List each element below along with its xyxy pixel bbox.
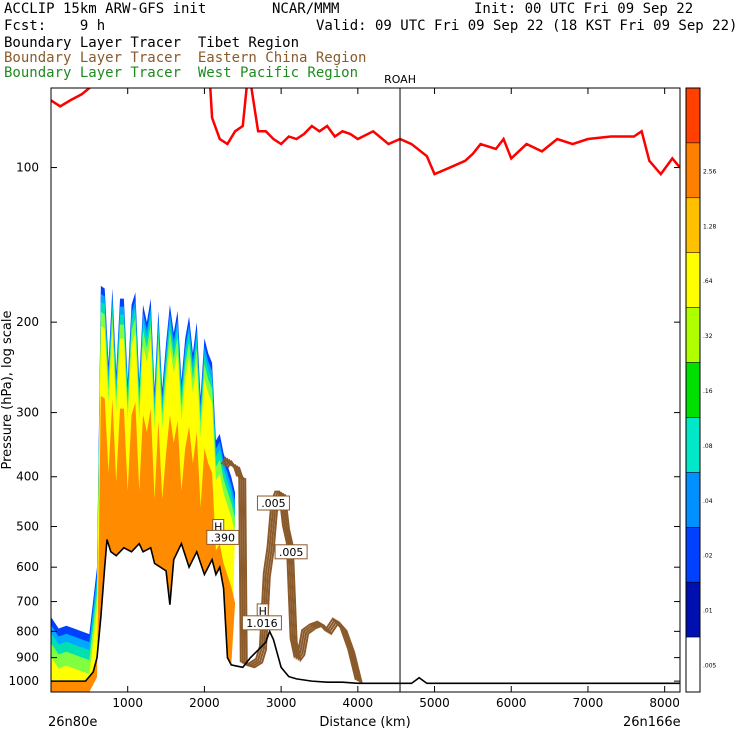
model-title: ACCLIP 15km ARW-GFS init xyxy=(4,1,207,17)
y-tick-label: 700 xyxy=(16,595,39,609)
colorbar-label: .02 xyxy=(703,553,713,560)
colorbar-frame xyxy=(685,87,701,693)
y-tick-label: 500 xyxy=(16,520,39,534)
colorbar-segment-4 xyxy=(685,307,701,363)
colorbar-segment-1 xyxy=(685,142,701,199)
x-tick-label: 4000 xyxy=(343,696,374,710)
contour-label-box-5 xyxy=(241,615,282,631)
tracer-legend-eastern-china: Boundary Layer Tracer Eastern China Regi… xyxy=(4,50,367,66)
y-tick-label: 600 xyxy=(16,560,39,574)
colorbar-label: .08 xyxy=(703,443,713,450)
x-tick-label: 3000 xyxy=(266,696,297,710)
y-tick-label: 800 xyxy=(16,624,39,638)
colorbar-label: .64 xyxy=(703,278,713,285)
left-endpoint-label: 26n80e xyxy=(48,715,97,730)
colorbar-segment-5 xyxy=(685,362,701,418)
colorbar-segment-10 xyxy=(685,636,701,693)
colorbar-label: 1.28 xyxy=(703,223,717,230)
terrain-line xyxy=(51,539,680,685)
x-tick-label: 6000 xyxy=(496,696,527,710)
x-tick-label: 5000 xyxy=(419,696,450,710)
y-axis-label: Pressure (hPa), log scale xyxy=(0,311,15,470)
colorbar-segment-0 xyxy=(685,87,701,144)
tracer-legend-west-pacific: Boundary Layer Tracer West Pacific Regio… xyxy=(4,65,359,81)
x-tick-label: 1000 xyxy=(112,696,143,710)
contour-label-box-3 xyxy=(206,529,240,545)
x-tick-label: 2000 xyxy=(189,696,220,710)
valid-time: Valid: 09 UTC Fri 09 Sep 22 (18 KST Fri … xyxy=(316,18,738,34)
contour-label-3: .390 xyxy=(211,531,236,544)
colorbar-segment-6 xyxy=(685,417,701,473)
contour-label-1: .005 xyxy=(279,546,304,559)
contour-label-5: 1.016 xyxy=(246,617,278,630)
roah-marker-label: ROAH xyxy=(384,73,416,86)
x-tick-label: 7000 xyxy=(573,696,604,710)
tracer-band-5 xyxy=(51,395,236,692)
init-time: Init: 00 UTC Fri 09 Sep 22 xyxy=(474,1,694,17)
contour-label-box-0 xyxy=(256,495,290,511)
plot-frame xyxy=(50,87,681,693)
y-tick-label: 1000 xyxy=(8,674,39,688)
eastern-china-contour-3 xyxy=(220,456,357,681)
y-tick-label: 100 xyxy=(16,161,39,175)
colorbar-segment-3 xyxy=(685,252,701,308)
eastern-china-contour-2 xyxy=(226,459,363,684)
right-endpoint-label: 26n166e xyxy=(623,715,681,730)
contour-label-0: .005 xyxy=(261,497,286,510)
colorbar-label: .005 xyxy=(703,663,717,670)
contour-label-2: H xyxy=(214,521,222,534)
colorbar-segment-2 xyxy=(685,197,701,253)
x-axis-label: Distance (km) xyxy=(319,715,410,730)
colorbar-label: 2.56 xyxy=(703,168,717,175)
colorbar-label: .16 xyxy=(703,388,713,395)
forecast-hour: Fcst: 9 h xyxy=(4,18,106,34)
tracer-legend-tibet: Boundary Layer Tracer Tibet Region xyxy=(4,35,300,51)
colorbar-segment-9 xyxy=(685,581,701,638)
colorbar-label: .04 xyxy=(703,498,713,505)
y-tick-label: 900 xyxy=(16,651,39,665)
org-label: NCAR/MMM xyxy=(272,1,340,17)
y-tick-label: 300 xyxy=(16,406,39,420)
colorbar-label: .32 xyxy=(703,333,713,340)
x-tick-label: 8000 xyxy=(649,696,680,710)
tropopause-line xyxy=(51,88,680,177)
y-tick-label: 400 xyxy=(16,470,39,484)
contour-label-4: H xyxy=(259,605,267,618)
y-tick-label: 200 xyxy=(16,315,39,329)
colorbar-segment-8 xyxy=(685,527,701,583)
contour-label-box-1 xyxy=(274,544,308,560)
colorbar-label: .01 xyxy=(703,608,713,615)
colorbar-segment-7 xyxy=(685,472,701,528)
